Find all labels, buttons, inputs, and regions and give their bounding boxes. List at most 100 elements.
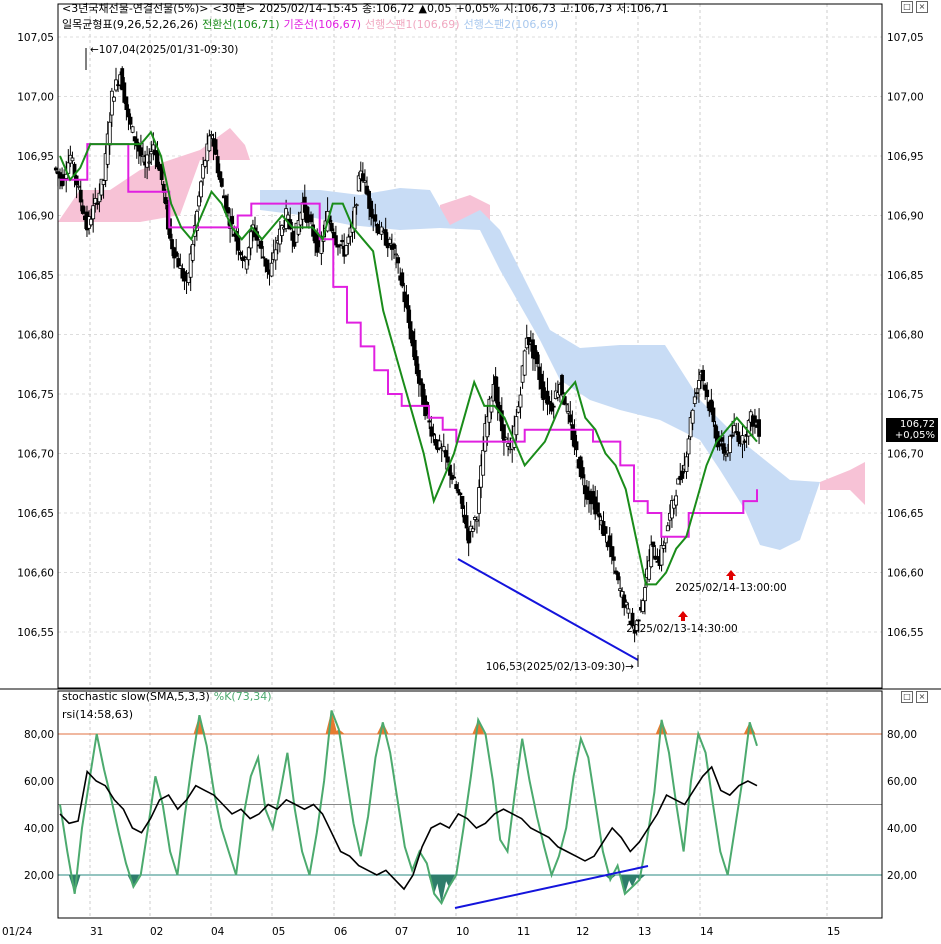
candle-body [464,515,469,529]
lower-header-1: stochastic slow(SMA,5,3,3) %K(73,34) [62,690,276,703]
last-price-tag: 106,72 +0,05% [886,418,938,442]
cloud-bull [260,188,820,550]
candle-body [472,517,477,520]
close-icon[interactable]: × [916,1,928,13]
candle-body [367,190,371,209]
close-label: 종:106,72 [362,2,415,15]
candle-body [591,491,596,500]
candle-body [394,253,398,256]
candle-body [392,243,396,249]
close-icon[interactable]: × [916,691,928,703]
oversold-fill [626,875,639,887]
x-tick: 10 [456,926,469,938]
candle-body [740,435,745,445]
restore-icon[interactable]: □ [901,1,913,13]
candle-body [688,417,693,438]
candle-body [514,416,519,436]
candle-body [618,588,622,591]
candle-body [470,528,475,532]
candle-body [373,214,378,222]
x-tick: 01/24 [2,926,33,938]
candle-body [674,495,678,506]
high-label: 고:106,73 [559,2,613,15]
candle-body [624,601,629,606]
candle-body [105,133,110,165]
ichimoku-cloud [58,128,865,550]
candle-body [147,161,152,164]
candle-body [134,138,139,147]
candle-body [396,257,401,264]
candle-body [427,420,432,423]
candle-body [336,245,340,248]
candle-body [701,369,705,382]
candle-body [329,223,334,232]
candle-body [309,214,313,223]
candle-body [676,478,681,485]
candle-body [244,258,249,270]
candle-body [705,389,710,398]
ichimoku-lines [59,130,758,586]
candle-body [516,405,521,413]
candle-body [159,163,164,180]
candle-body [757,419,761,437]
low-label: 저:106,71 [616,2,669,15]
candle-body [93,198,98,204]
candle-body [72,163,77,177]
candle-body [504,437,508,440]
lower-y-tick-right: 40,00 [887,823,917,835]
candle-body [694,392,699,395]
candle-body [481,449,486,476]
candle-body [176,258,181,268]
arrow1-annotation: 2025/02/13-14:30:00 [626,623,737,635]
y-tick-left: 106,55 [17,627,54,639]
y-tick-right: 106,55 [887,627,924,639]
candle-body [205,143,210,162]
candle-body [170,239,174,250]
x-tick: 11 [517,926,530,938]
candle-body [76,185,81,188]
restore-icon[interactable]: □ [901,691,913,703]
candle-body [107,121,112,146]
candle-body [458,492,463,496]
candle-body [595,502,600,513]
candle-body [365,185,369,195]
candle-body [259,240,264,249]
candle-body [304,206,309,223]
candle-body [354,204,359,207]
candle-body [730,434,735,437]
lower-indicator [58,710,882,909]
candle-body [651,541,656,548]
kijun-label: 기준선(106,67) [283,18,362,31]
lower-frame [57,690,883,919]
candle-body [709,399,714,413]
candle-body [387,238,392,244]
rsi-line [59,765,758,891]
candle-body [649,544,654,568]
candle-body [746,420,751,437]
candle-body [626,608,631,614]
candle-body [269,262,274,277]
x-tick: 31 [90,926,103,938]
candle-body [120,68,125,91]
candle-body [479,465,484,488]
candle-body [454,484,459,490]
y-tick-right: 106,90 [887,211,924,223]
candle-body [506,443,510,447]
stoch-k-line [59,710,758,906]
candle-body [566,411,571,414]
candle-body [112,96,116,102]
candle-body [686,438,691,455]
candle-body [155,150,160,168]
candle-body [248,231,253,249]
candle-body [568,414,573,423]
candle-body [483,423,488,452]
candle-body [443,450,448,458]
candle-body [95,202,100,205]
candle-body [607,535,612,547]
candle-body [383,229,388,246]
candle-body [721,443,726,454]
header-line-1: <3년국채선물-연결선물(5%)> <30분> 2025/02/14-15:45 종:… [62,0,673,16]
candle-body [273,249,278,261]
candle-body [414,356,419,375]
cloud-bear [820,462,865,505]
